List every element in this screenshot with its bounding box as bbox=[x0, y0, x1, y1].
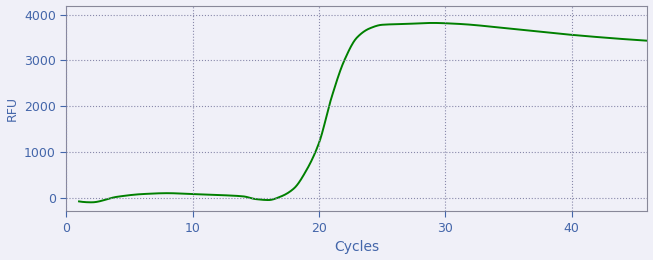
X-axis label: Cycles: Cycles bbox=[334, 240, 379, 255]
Y-axis label: RFU: RFU bbox=[6, 96, 18, 121]
